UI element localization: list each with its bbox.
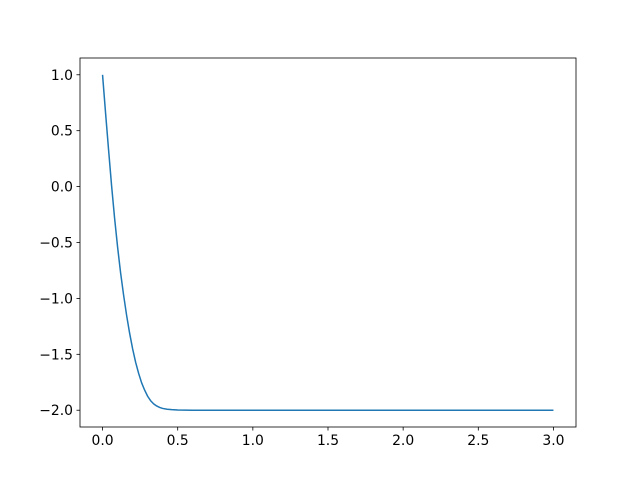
x-tick-label: 2.5: [467, 433, 489, 449]
y-tick-label: 0.5: [51, 124, 73, 140]
axes-spines: [79, 57, 577, 428]
x-axis-ticks: 0.0 0.5 1.0 1.5 2.0 2.5 3.0: [91, 427, 565, 449]
y-tick-label: 0.0: [51, 180, 73, 196]
series-line-decay-curve: [101, 74, 554, 411]
y-axis-ticks: 1.0 0.5 0.0 −0.5 −1.0 −1.5 −2.0: [39, 68, 80, 419]
y-tick-label: −1.0: [39, 291, 73, 307]
x-tick-label: 1.5: [317, 433, 339, 449]
y-tick-label: −1.5: [39, 347, 73, 363]
x-tick-label: 1.0: [242, 433, 264, 449]
y-tick-label: 1.0: [51, 68, 73, 84]
y-tick-label: −0.5: [39, 236, 73, 252]
x-tick-label: 0.0: [91, 433, 113, 449]
x-tick-label: 2.0: [392, 433, 414, 449]
axes-box: [79, 57, 577, 428]
x-tick-label: 0.5: [167, 433, 189, 449]
series-lines: [101, 74, 554, 411]
x-tick-label: 3.0: [542, 433, 564, 449]
y-tick-label: −2.0: [39, 403, 73, 419]
